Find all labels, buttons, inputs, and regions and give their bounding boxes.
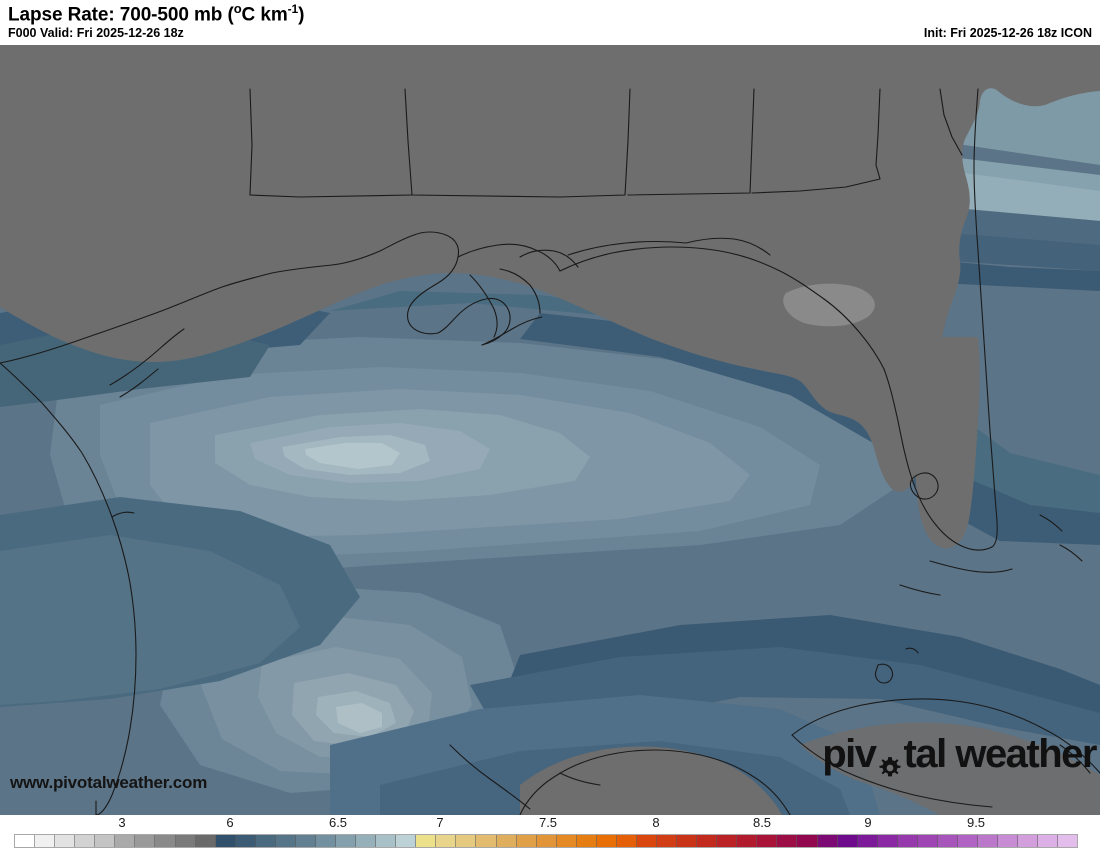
colorbar-swatch[interactable] [215,835,236,847]
colorbar-tick-label: 7 [436,815,444,830]
colorbar-swatch[interactable] [436,835,457,847]
contour-band [500,615,1100,723]
colorbar-swatch[interactable] [376,835,397,847]
colorbar-swatch[interactable] [255,835,276,847]
colorbar-swatch[interactable] [998,835,1019,847]
colorbar-tick-label: 8.5 [752,815,772,830]
colorbar-swatch[interactable] [616,835,637,847]
colorbar-tick-label: 9 [864,815,872,830]
gear-icon [877,746,903,776]
colorbar-tick-label: 9.5 [966,815,986,830]
map-borders [0,88,1100,815]
colorbar-swatch[interactable] [636,835,657,847]
colorbar-swatch[interactable] [155,835,176,847]
colorbar-swatch[interactable] [957,835,978,847]
colorbar-swatch[interactable] [576,835,597,847]
site-url-watermark: www.pivotalweather.com [10,773,208,792]
title-close-paren: ) [298,4,305,26]
colorbar-swatch[interactable] [496,835,517,847]
colorbar-swatch[interactable] [295,835,316,847]
brand-text-part2: tal weather [903,732,1098,776]
colorbar-swatch[interactable] [757,835,778,847]
colorbar-swatch[interactable] [937,835,958,847]
colorbar-swatch[interactable] [1058,835,1078,847]
colorbar-swatch[interactable] [917,835,938,847]
degree-symbol: o [233,1,242,16]
brand-watermark: piv tal weather [822,732,1098,777]
colorbar-swatch[interactable] [275,835,296,847]
land-florida [906,337,980,549]
colorbar-tick-label: 6.5 [328,815,348,830]
colorbar-swatch[interactable] [677,835,698,847]
colorbar-swatch[interactable] [35,835,56,847]
colorbar-swatch[interactable] [516,835,537,847]
colorbar-swatch[interactable] [536,835,557,847]
colorbar-swatch[interactable] [777,835,798,847]
colorbar-swatch[interactable] [396,835,417,847]
colorbar-swatch[interactable] [737,835,758,847]
colorbar-swatch[interactable] [697,835,718,847]
colorbar-swatch[interactable] [1038,835,1059,847]
colorbar-swatch[interactable] [817,835,838,847]
colorbar-swatch[interactable] [55,835,76,847]
colorbar-swatch[interactable] [877,835,898,847]
colorbar-swatch[interactable] [235,835,256,847]
colorbar-swatch[interactable] [717,835,738,847]
land-cuba [800,722,1100,815]
colorbar-tick-labels: 3 6 6.5 7 7.5 8 8.5 9 9.5 [0,815,1100,833]
land-patch [783,283,875,327]
colorbar-swatch[interactable] [315,835,336,847]
colorbar-swatch[interactable] [476,835,497,847]
colorbar-swatch[interactable] [356,835,377,847]
colorbar-tick-label: 6 [226,815,234,830]
header: Lapse Rate: 700-500 mb (oC km-1) F000 Va… [0,0,1100,45]
colorbar-tick-label: 7.5 [538,815,558,830]
colorbar-swatch[interactable] [336,835,357,847]
colorbar-swatch[interactable] [897,835,918,847]
colorbar-swatch[interactable] [195,835,216,847]
land-yucatan [520,746,782,815]
colorbar-strip[interactable] [14,834,1078,848]
colorbar-swatch[interactable] [115,835,136,847]
colorbar-swatch[interactable] [837,835,858,847]
colorbar-swatch[interactable] [95,835,116,847]
title-exponent: -1 [287,2,299,16]
colorbar-swatch[interactable] [456,835,477,847]
colorbar-swatch[interactable] [596,835,617,847]
init-time-label: Init: Fri 2025-12-26 18z ICON [923,26,1092,40]
colorbar-swatch[interactable] [175,835,196,847]
colorbar-swatch[interactable] [556,835,577,847]
map-canvas[interactable]: www.pivotalweather.com piv tal weather [0,45,1100,815]
colorbar-swatch[interactable] [857,835,878,847]
land-mainland [0,45,1100,492]
valid-time-label: F000 Valid: Fri 2025-12-26 18z [8,26,184,40]
colorbar-swatch[interactable] [135,835,156,847]
contour-band [305,443,400,469]
title-text: Lapse Rate: 700-500 mb ( [8,4,234,26]
colorbar-swatch[interactable] [1018,835,1039,847]
colorbar-swatch[interactable] [75,835,96,847]
colorbar-swatch[interactable] [797,835,818,847]
colorbar-tick-label: 3 [118,815,126,830]
contour-band [470,647,1100,745]
contour-band [336,703,382,733]
contour-band [0,535,300,705]
brand-text-part1: piv [822,732,877,776]
page-title: Lapse Rate: 700-500 mb (oC km-1) [8,1,304,26]
colorbar-swatch[interactable] [15,835,36,847]
map-svg [0,45,1100,815]
colorbar-tick-label: 8 [652,815,660,830]
colorbar-swatch[interactable] [416,835,437,847]
colorbar-swatch[interactable] [657,835,678,847]
colorbar[interactable]: 3 6 6.5 7 7.5 8 8.5 9 9.5 [0,815,1100,850]
title-units: C km [241,4,288,26]
colorbar-swatch[interactable] [978,835,999,847]
